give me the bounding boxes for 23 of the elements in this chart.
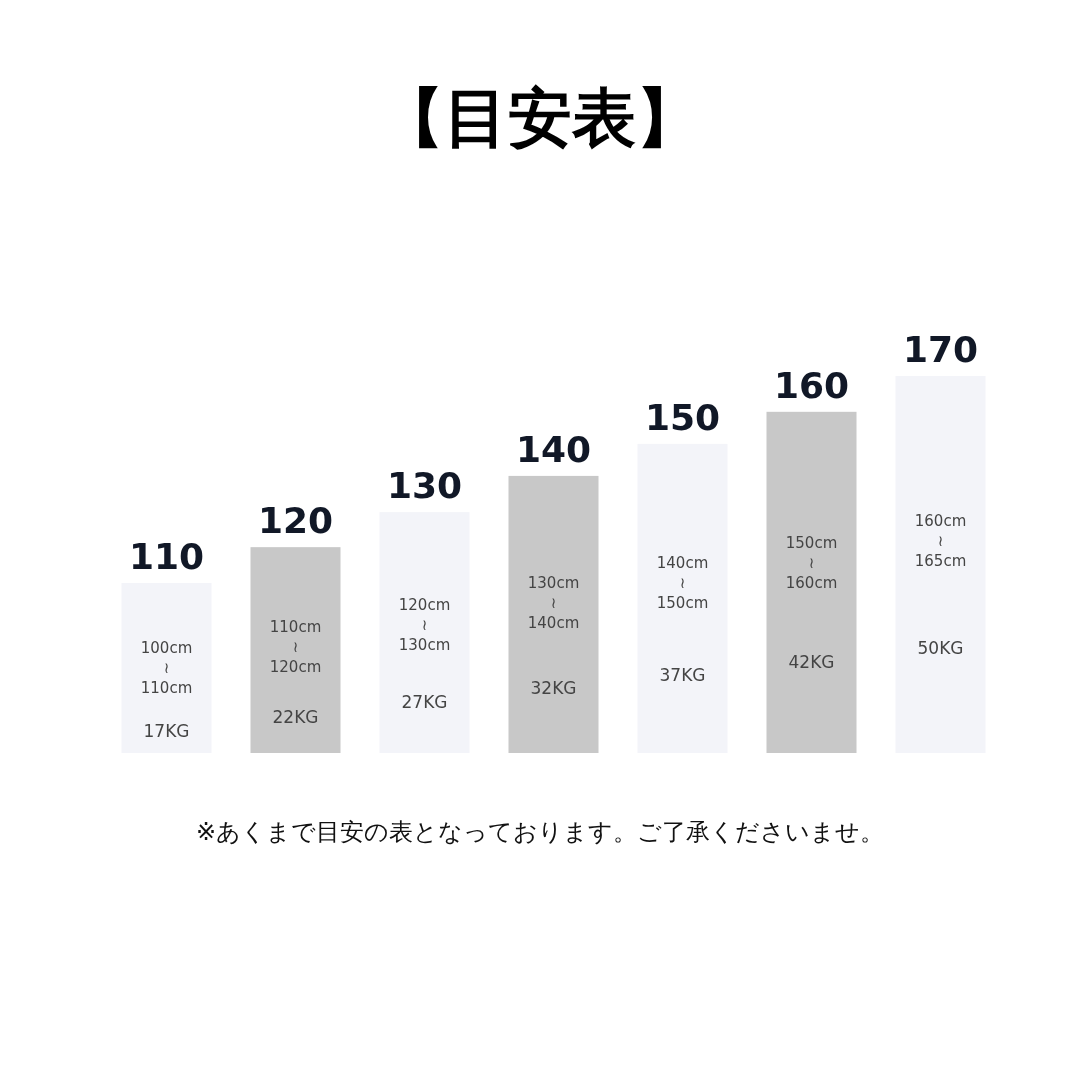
annotation: 100cm ≀ 110cm <box>140 639 193 698</box>
annotation: 32KG <box>530 678 577 699</box>
annotation: 130cm ≀ 140cm <box>527 573 580 632</box>
chart-title: 【目安表】 <box>380 81 700 155</box>
annotation: 110cm ≀ 120cm <box>269 618 322 677</box>
annotation: 150cm ≀ 160cm <box>785 534 838 593</box>
x-tick-label: 160 <box>773 364 850 406</box>
x-tick-label: 130 <box>386 465 463 507</box>
x-tick-label: 150 <box>644 396 721 438</box>
x-tick-label: 170 <box>902 329 979 370</box>
annotation: 27KG <box>401 692 448 713</box>
annotation: 17KG <box>143 720 190 741</box>
x-tick-label: 110 <box>128 535 205 577</box>
annotation: 120cm ≀ 130cm <box>398 596 451 655</box>
annotation: 140cm ≀ 150cm <box>656 553 709 612</box>
x-tick-label: 120 <box>257 500 334 542</box>
annotation: 42KG <box>788 652 835 673</box>
annotation: 37KG <box>659 665 706 686</box>
annotation: 50KG <box>917 638 964 659</box>
x-tick-label: 140 <box>515 428 592 470</box>
annotation: 160cm ≀ 165cm <box>914 511 967 570</box>
text: ※あくまで目安の表となっております。ご了承くださいませ。 <box>195 818 885 846</box>
annotation: 22KG <box>272 706 319 727</box>
